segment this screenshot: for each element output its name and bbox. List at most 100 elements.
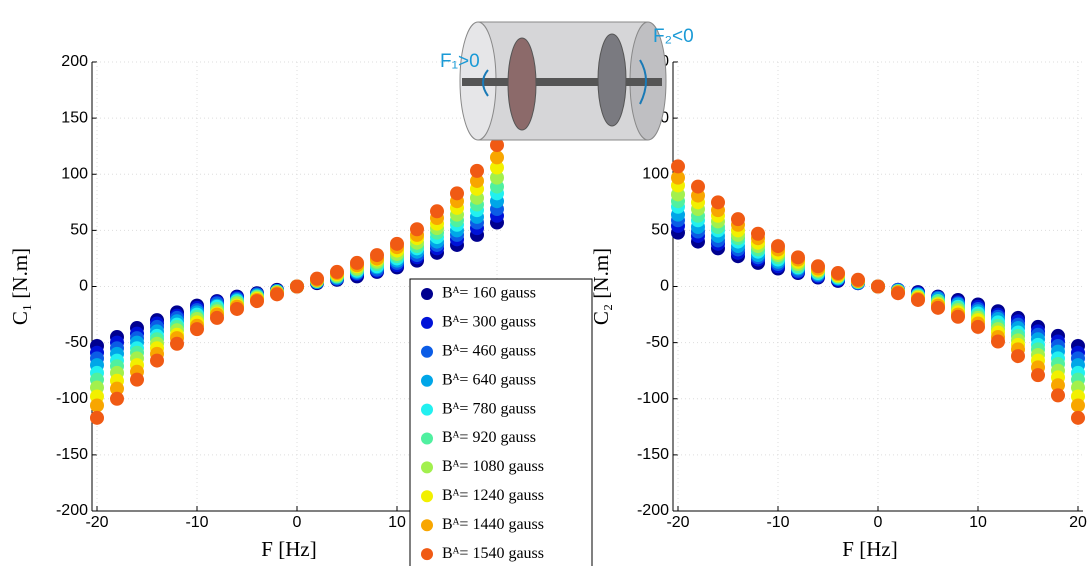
data-point — [450, 186, 464, 201]
y-tick-label: 0 — [79, 278, 88, 295]
data-point — [470, 173, 484, 188]
data-point — [731, 212, 745, 227]
x-tick-label: -10 — [766, 514, 789, 531]
data-point — [751, 226, 765, 241]
shaft — [462, 78, 662, 86]
data-point — [470, 163, 484, 178]
data-point — [1051, 388, 1065, 403]
data-point — [170, 336, 184, 351]
data-point — [931, 300, 945, 315]
data-point — [1051, 378, 1065, 393]
x-axis-label: F [Hz] — [842, 537, 897, 561]
data-point — [490, 138, 504, 153]
data-point — [691, 179, 705, 194]
annotation: F₁>0 — [440, 51, 480, 72]
data-point — [991, 334, 1005, 349]
data-point — [1011, 349, 1025, 364]
legend: Bᴬ= 160 gauss Bᴬ= 300 gauss Bᴬ= 460 gauss B… — [409, 278, 593, 566]
x-tick-label: 10 — [969, 514, 987, 531]
data-point — [330, 264, 344, 279]
axes: -200-150-100-50050100150200-20-1001020F … — [8, 53, 506, 561]
data-point — [290, 279, 304, 294]
y-tick-label: 50 — [651, 222, 669, 239]
x-tick-label: 20 — [1069, 514, 1087, 531]
legend-marker — [421, 288, 433, 300]
data-point — [911, 292, 925, 307]
y-tick-label: -100 — [56, 390, 88, 407]
data-point — [811, 259, 825, 274]
y-tick-label: -150 — [637, 446, 669, 463]
rotor — [507, 37, 537, 131]
legend-marker — [421, 548, 433, 561]
data-point — [851, 272, 865, 287]
data-point — [791, 250, 805, 265]
y-tick-label: -100 — [637, 390, 669, 407]
data-point — [110, 391, 124, 406]
data-point — [130, 372, 144, 387]
x-axis-label: F [Hz] — [261, 537, 316, 561]
data-point — [390, 236, 404, 251]
data-point — [1031, 368, 1045, 383]
legend-label: Bᴬ= 1440 gauss — [442, 516, 544, 533]
x-tick-label: 0 — [293, 514, 302, 531]
axes: -200-150-100-50050100150200-20-1001020F … — [589, 53, 1087, 561]
data-point — [771, 239, 785, 254]
data-point — [310, 271, 324, 286]
data-point — [150, 353, 164, 368]
x-tick-label: -20 — [85, 514, 108, 531]
data-point — [210, 310, 224, 325]
y-tick-label: -200 — [56, 502, 88, 519]
y-tick-label: -200 — [637, 502, 669, 519]
legend-marker — [421, 345, 433, 358]
legend-marker — [421, 461, 433, 474]
y-tick-label: 150 — [61, 109, 88, 126]
legend-label: Bᴬ= 160 gauss — [442, 285, 536, 302]
legend-marker — [421, 519, 433, 532]
data-point — [1071, 410, 1085, 425]
data-point — [671, 159, 685, 174]
y-tick-label: 200 — [61, 53, 88, 70]
data-point — [370, 248, 384, 263]
y-tick-label: 100 — [61, 165, 88, 182]
data-point — [711, 195, 725, 210]
legend-label: Bᴬ= 1080 gauss — [442, 458, 544, 475]
data-point — [871, 279, 885, 294]
data-point — [90, 398, 104, 413]
legend-marker — [421, 432, 433, 445]
data-point — [270, 287, 284, 302]
data-point — [190, 322, 204, 337]
data-point — [410, 222, 424, 237]
data-point — [250, 294, 264, 309]
y-axis-label: C₁ [N.m] — [8, 248, 32, 325]
motor-illustration — [459, 21, 667, 141]
x-tick-label: 10 — [388, 514, 406, 531]
legend-marker — [421, 374, 433, 387]
data-point — [891, 286, 905, 301]
legend-label: Bᴬ= 1240 gauss — [442, 487, 544, 504]
y-tick-label: -50 — [646, 334, 669, 351]
data-point — [490, 150, 504, 165]
data-point — [110, 381, 124, 396]
x-tick-label: -10 — [185, 514, 208, 531]
x-tick-label: 0 — [874, 514, 883, 531]
data-point — [1071, 398, 1085, 413]
y-tick-label: 50 — [70, 222, 88, 239]
data-point — [490, 170, 504, 185]
annotation: F₂<0 — [653, 26, 694, 47]
data-point — [350, 255, 364, 270]
legend-label: Bᴬ= 780 gauss — [442, 400, 536, 417]
legend-label: Bᴬ= 920 gauss — [442, 429, 536, 446]
y-tick-label: 100 — [642, 165, 669, 182]
data-point — [90, 410, 104, 425]
legend-box — [409, 278, 593, 566]
legend-marker — [421, 490, 433, 503]
data-point — [230, 301, 244, 316]
y-tick-label: -50 — [65, 334, 88, 351]
data-point — [951, 309, 965, 324]
data-point — [831, 266, 845, 281]
y-tick-label: 0 — [660, 278, 669, 295]
legend-marker — [421, 403, 433, 416]
rotor — [597, 33, 627, 127]
legend-label: Bᴬ= 460 gauss — [442, 342, 536, 359]
